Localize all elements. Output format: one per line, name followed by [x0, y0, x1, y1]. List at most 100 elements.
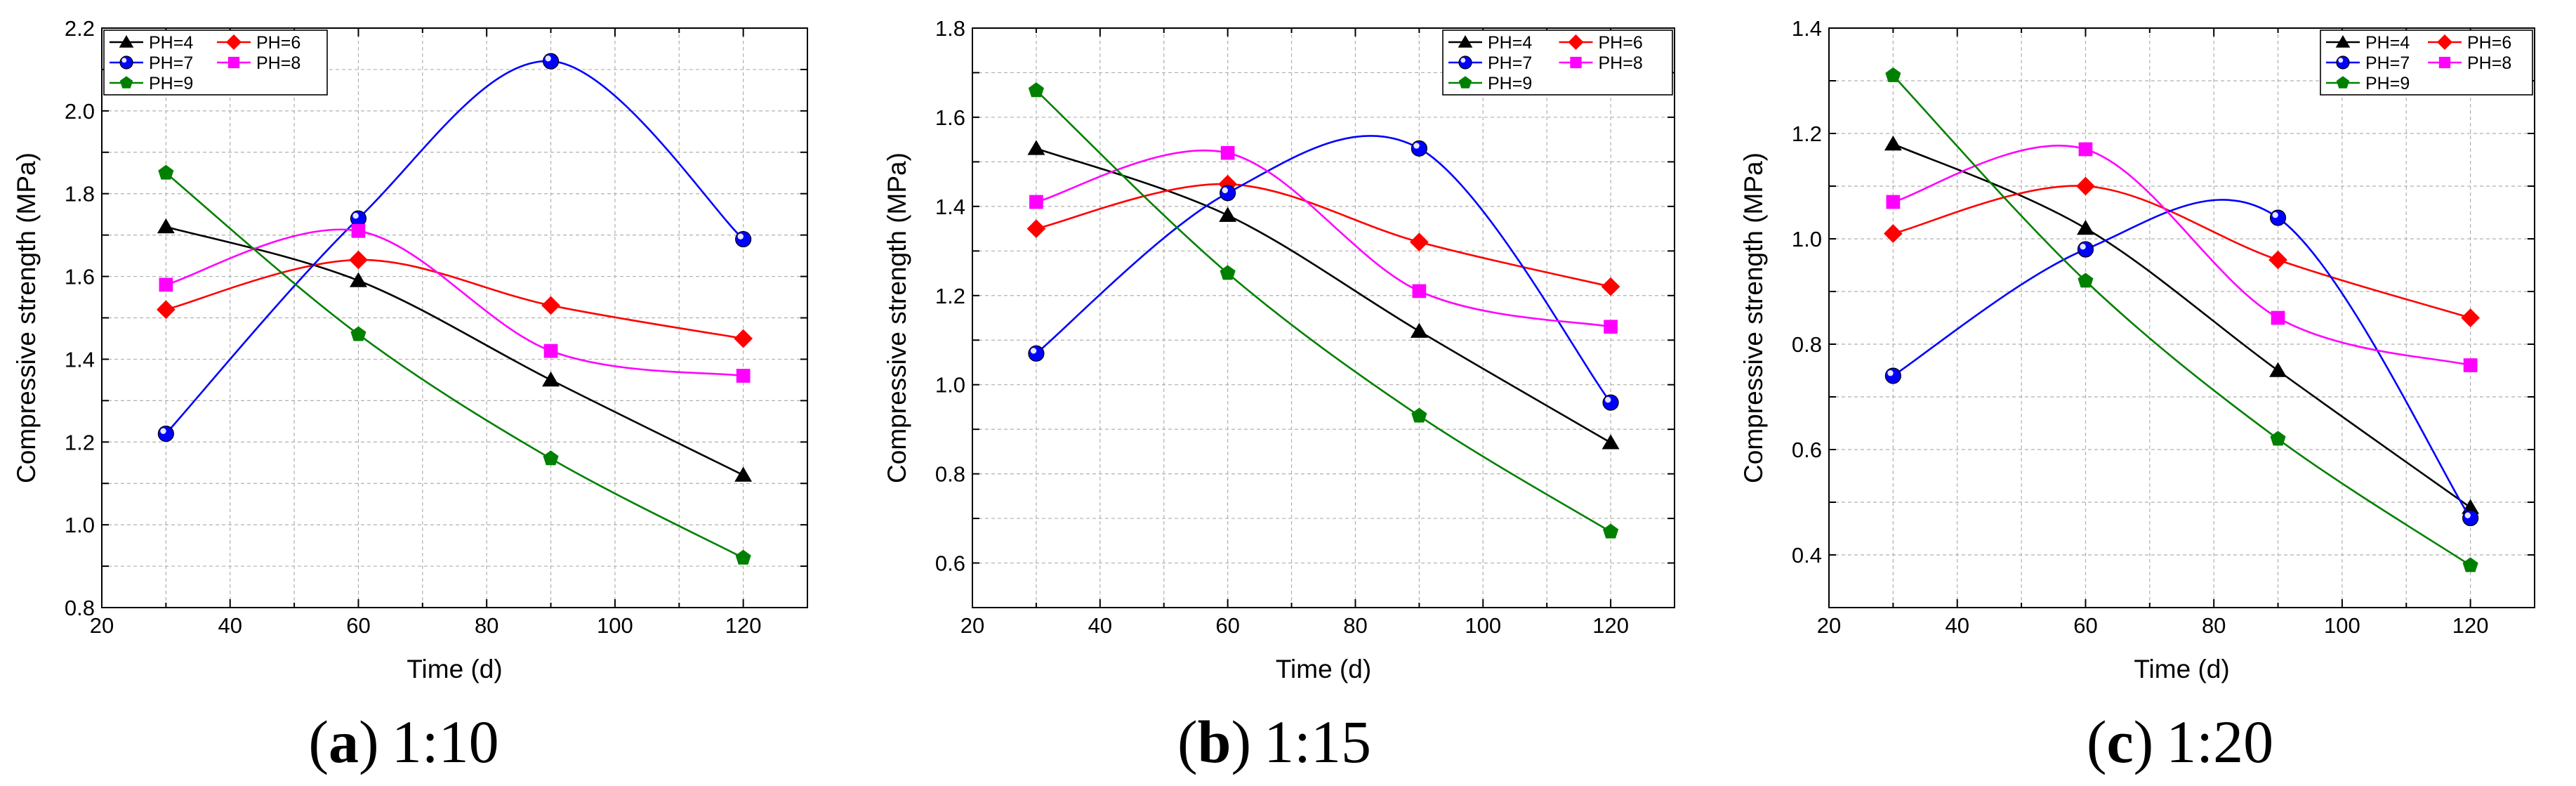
data-point	[1219, 207, 1237, 222]
data-point	[1411, 407, 1427, 423]
series-line	[1892, 143, 2471, 509]
marker-circle	[2462, 509, 2479, 527]
marker-highlight	[1887, 369, 1894, 376]
series-line	[1892, 74, 2471, 567]
marker-highlight	[1030, 348, 1037, 354]
data-point	[736, 369, 751, 383]
data-point	[1885, 67, 1901, 82]
legend-marker	[1570, 56, 1582, 69]
data-point	[2077, 220, 2094, 235]
marker-circle	[2336, 55, 2350, 70]
data-point	[1220, 185, 1236, 202]
series-ph-8	[159, 223, 751, 383]
series-line	[1036, 148, 1611, 444]
marker-circle	[542, 53, 560, 70]
marker-circle	[119, 55, 133, 70]
chart-panel-2: 20 40 60 80 100 120 0.6 0.8 1.0 1.2 1.4 1.6 1.8 Time …	[883, 16, 1675, 775]
marker-highlight	[2338, 58, 2344, 63]
data-point	[542, 371, 560, 387]
legend-label: PH=9	[2365, 74, 2410, 93]
data-point	[543, 450, 559, 466]
data-point	[734, 466, 753, 482]
legend-item-ph-8: PH=8	[2428, 53, 2511, 73]
data-point	[735, 230, 752, 248]
y-tick-label: 0.8	[935, 462, 965, 487]
data-point	[350, 326, 366, 341]
data-point	[157, 300, 176, 320]
legend-marker	[119, 55, 133, 70]
marker-highlight	[121, 58, 127, 63]
marker-highlight	[352, 213, 359, 219]
legend-label: PH=4	[149, 33, 193, 53]
series-ph-6	[1026, 174, 1620, 296]
y-tick-label: 0.6	[1792, 438, 1822, 462]
x-axis-title: Time (d)	[1276, 655, 1371, 683]
legend-marker	[2436, 34, 2453, 51]
series-ph-6	[1884, 176, 2480, 327]
plot-frame	[1828, 27, 2535, 608]
data-point	[351, 223, 366, 238]
data-point	[2270, 431, 2286, 446]
series-ph-4	[1884, 136, 2480, 514]
x-tick-label: 20	[960, 613, 984, 638]
x-tick-label: 80	[1343, 613, 1367, 638]
x-tick-label: 80	[475, 613, 498, 638]
caption-paren-close: )	[359, 708, 379, 775]
legend-label: PH=6	[1599, 33, 1643, 53]
gridlines	[972, 28, 1675, 608]
marker-circle	[1602, 394, 1619, 411]
data-point	[349, 250, 368, 270]
legend-marker	[119, 35, 134, 48]
marker-highlight	[1605, 397, 1611, 403]
caption-paren-open: (	[2087, 708, 2107, 775]
data-point	[2462, 557, 2478, 572]
x-tick-label: 20	[90, 613, 114, 638]
chart-panel-1: 20 40 60 80 100 120 0.8 1.0 1.2 1.4 1.6 1.8 2.0 2.2 Ti…	[12, 16, 808, 775]
x-tick-label: 100	[1465, 613, 1501, 638]
series-ph-7	[1884, 199, 2479, 527]
x-tick-label: 40	[1088, 613, 1112, 638]
y-tick-label: 1.6	[935, 105, 965, 130]
data-point	[1412, 284, 1427, 299]
y-tick-label: 1.2	[1792, 122, 1822, 146]
series-ph-6	[157, 250, 753, 348]
legend-label: PH=7	[1488, 53, 1532, 73]
marker-highlight	[737, 233, 744, 240]
data-point	[2076, 176, 2095, 196]
y-tick-label: 1.4	[65, 347, 95, 372]
x-axis-title: Time (d)	[407, 655, 502, 683]
plot-frame	[972, 27, 1675, 608]
legend-item-ph-7: PH=7	[1448, 53, 1532, 73]
series-ph-9	[1885, 67, 2478, 572]
legend-item-ph-4: PH=4	[2326, 33, 2410, 53]
panel-caption: (b) 1:15	[1177, 708, 1371, 775]
data-point	[2078, 142, 2093, 157]
data-point	[1029, 195, 1043, 209]
legend-item-ph-6: PH=6	[1559, 33, 1643, 53]
caption-paren-close: )	[2134, 708, 2154, 775]
caption-letter: a	[329, 708, 359, 775]
marker-circle	[735, 230, 752, 248]
data-point	[1220, 145, 1235, 160]
legend-label: PH=4	[2365, 33, 2410, 53]
legend-item-ph-8: PH=8	[1559, 53, 1643, 73]
y-axis-title: Compressive strength (MPa)	[1739, 152, 1768, 483]
legend-label: PH=6	[2467, 33, 2511, 53]
legend-item-ph-6: PH=6	[217, 33, 300, 53]
series-line	[1036, 149, 1611, 328]
series-line	[166, 225, 744, 476]
data-point	[2271, 310, 2285, 325]
data-point	[1603, 523, 1619, 539]
series-line	[1892, 199, 2471, 519]
data-point	[1886, 195, 1901, 209]
legend-marker	[227, 56, 240, 69]
data-point	[542, 53, 560, 70]
legend-label: PH=8	[2467, 53, 2511, 73]
y-tick-label: 0.8	[65, 596, 95, 620]
x-tick-label: 80	[2202, 613, 2226, 638]
legend-marker	[1458, 76, 1472, 89]
data-point	[1027, 140, 1045, 155]
caption-ratio: 1:10	[392, 708, 499, 775]
marker-circle	[1458, 55, 1472, 70]
